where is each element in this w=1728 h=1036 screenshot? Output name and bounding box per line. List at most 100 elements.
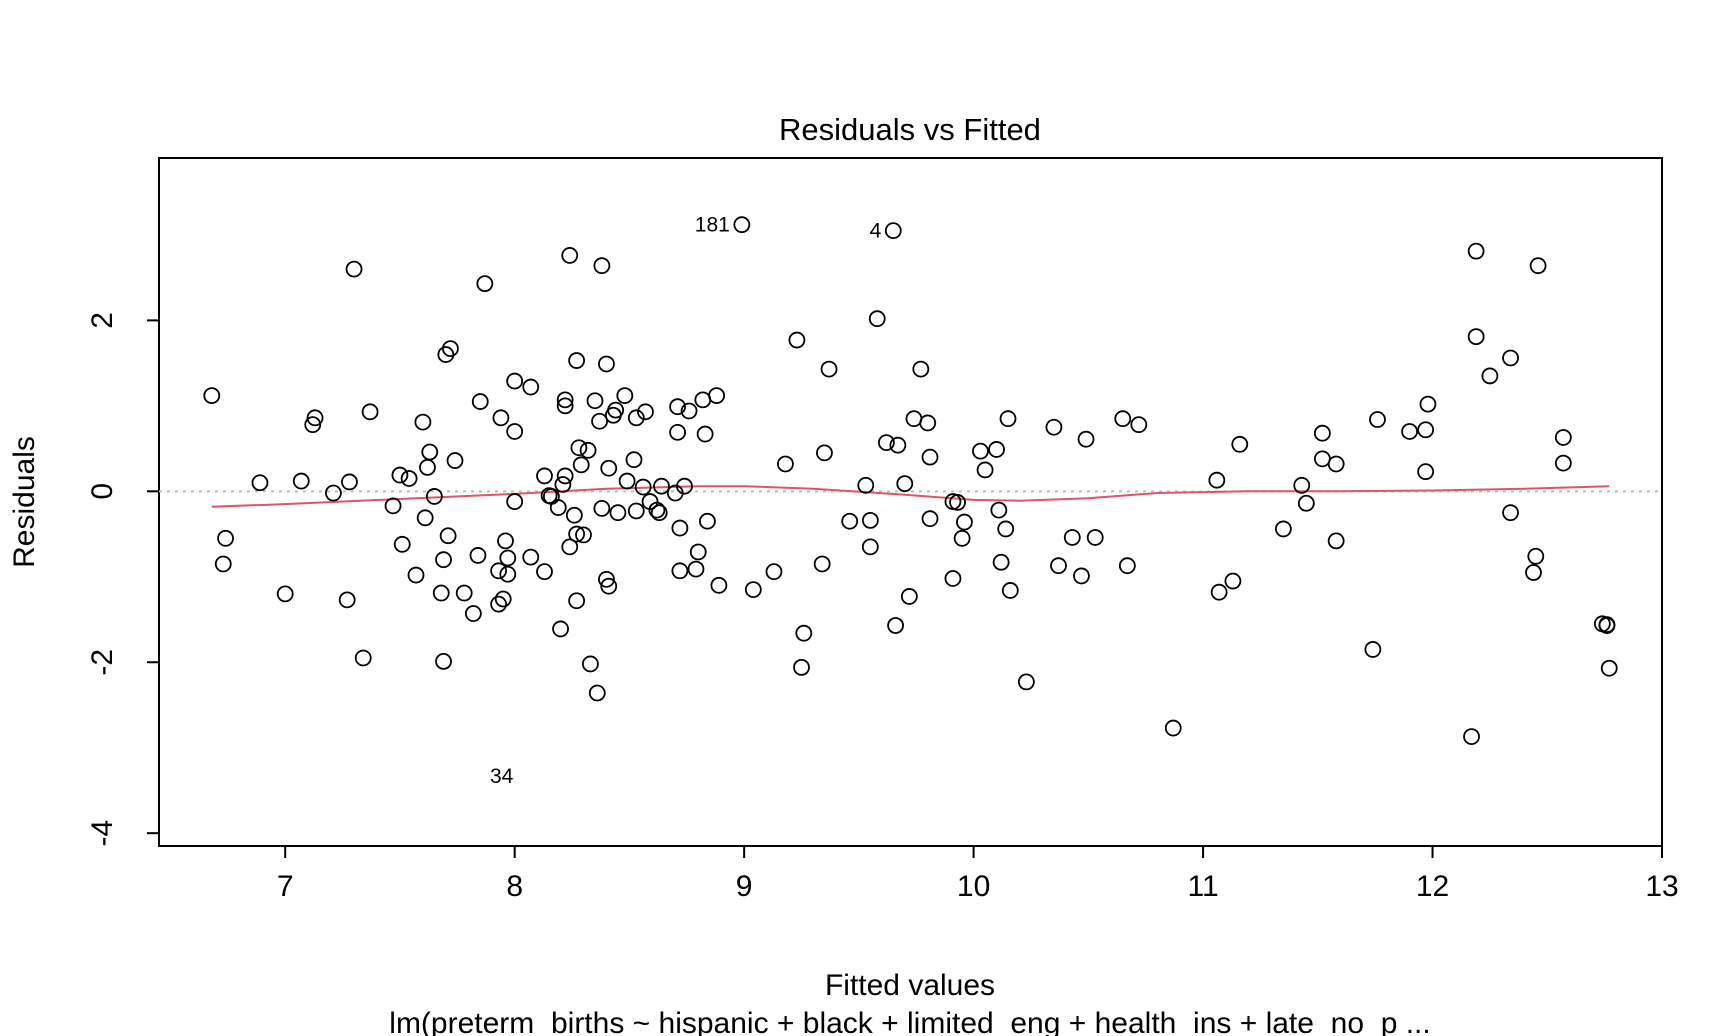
data-point	[956, 513, 973, 531]
data-point	[506, 372, 524, 390]
data-point	[469, 547, 487, 564]
data-point	[795, 624, 813, 642]
plot-frame	[158, 157, 1663, 847]
x-axis-label: Fitted values	[825, 969, 995, 1002]
data-point	[421, 443, 439, 461]
data-point	[1369, 411, 1386, 428]
data-point	[439, 527, 457, 545]
data-point	[203, 387, 221, 404]
data-point	[988, 441, 1005, 458]
data-point	[637, 403, 654, 421]
data-point	[813, 555, 831, 573]
data-point	[992, 553, 1010, 571]
data-point	[598, 355, 615, 373]
data-point	[921, 448, 939, 466]
chart-title: Residuals vs Fitted	[779, 112, 1041, 147]
point-label: 181	[695, 214, 730, 237]
data-point	[1045, 418, 1063, 436]
data-point	[976, 461, 994, 479]
data-point	[1467, 242, 1485, 260]
data-point	[1114, 410, 1132, 428]
data-point	[1073, 567, 1090, 585]
data-point	[586, 392, 604, 410]
data-point	[1130, 416, 1148, 434]
x-tick-label: 13	[1645, 870, 1678, 903]
data-point	[676, 477, 693, 495]
data-point	[591, 412, 608, 430]
data-point	[276, 585, 294, 603]
data-point	[1293, 476, 1311, 494]
data-point	[304, 416, 322, 434]
data-point	[588, 684, 606, 702]
data-point	[708, 387, 726, 404]
data-point	[1467, 328, 1485, 346]
data-point	[1417, 421, 1435, 439]
data-point	[464, 605, 482, 622]
data-point	[710, 576, 728, 594]
data-point	[1364, 641, 1382, 658]
data-point	[953, 529, 971, 547]
data-point	[432, 584, 450, 602]
data-point	[733, 216, 751, 234]
data-point	[648, 501, 666, 519]
data-point	[1224, 572, 1242, 590]
data-point	[361, 403, 379, 421]
data-point	[1086, 529, 1104, 546]
point-label: 4	[870, 220, 882, 243]
data-point	[1297, 494, 1315, 512]
data-point	[536, 563, 553, 581]
data-point	[919, 414, 937, 432]
data-point	[887, 617, 904, 634]
y-tick-label: 2	[86, 312, 119, 329]
data-point	[600, 577, 618, 595]
data-point	[949, 494, 966, 511]
data-point	[972, 442, 989, 460]
data-point	[561, 247, 579, 264]
data-point	[816, 444, 833, 462]
data-point	[1274, 520, 1292, 538]
data-point	[1529, 257, 1547, 275]
data-point	[1527, 547, 1545, 565]
data-point	[556, 397, 574, 415]
data-point	[1001, 582, 1019, 599]
data-point	[446, 452, 464, 469]
data-point	[1313, 450, 1331, 468]
data-point	[506, 493, 524, 510]
data-point	[568, 592, 586, 610]
data-point	[565, 506, 583, 524]
x-tick-label: 11	[1187, 870, 1218, 903]
data-point	[490, 595, 508, 613]
data-point	[1210, 583, 1228, 601]
data-point	[653, 477, 670, 495]
data-point	[1463, 728, 1480, 746]
data-point	[625, 451, 643, 469]
data-point	[217, 529, 234, 547]
data-point	[696, 425, 714, 443]
data-point	[694, 391, 712, 409]
chart-subtitle: lm(preterm_births ~ hispanic + black + l…	[389, 1007, 1430, 1036]
data-point	[490, 562, 508, 580]
data-point	[689, 543, 707, 561]
data-point	[393, 535, 411, 553]
data-point	[338, 591, 356, 609]
data-point	[581, 655, 599, 673]
data-point	[1327, 532, 1345, 550]
data-point	[820, 360, 838, 378]
data-point	[1417, 463, 1435, 481]
data-point	[400, 470, 418, 487]
data-point	[384, 497, 402, 515]
data-point	[455, 584, 473, 602]
data-point	[777, 455, 794, 473]
data-point	[251, 474, 269, 492]
data-point	[1419, 395, 1437, 413]
data-point	[471, 393, 489, 410]
data-point	[568, 525, 586, 543]
x-axis: 7 8 9 10 11 12 13	[277, 845, 1679, 903]
data-point	[1063, 529, 1081, 546]
data-point	[1231, 435, 1249, 453]
data-point	[857, 476, 875, 494]
data-point	[1313, 424, 1331, 442]
data-point	[884, 222, 902, 240]
point-annotations: 181 4 34	[490, 214, 882, 788]
